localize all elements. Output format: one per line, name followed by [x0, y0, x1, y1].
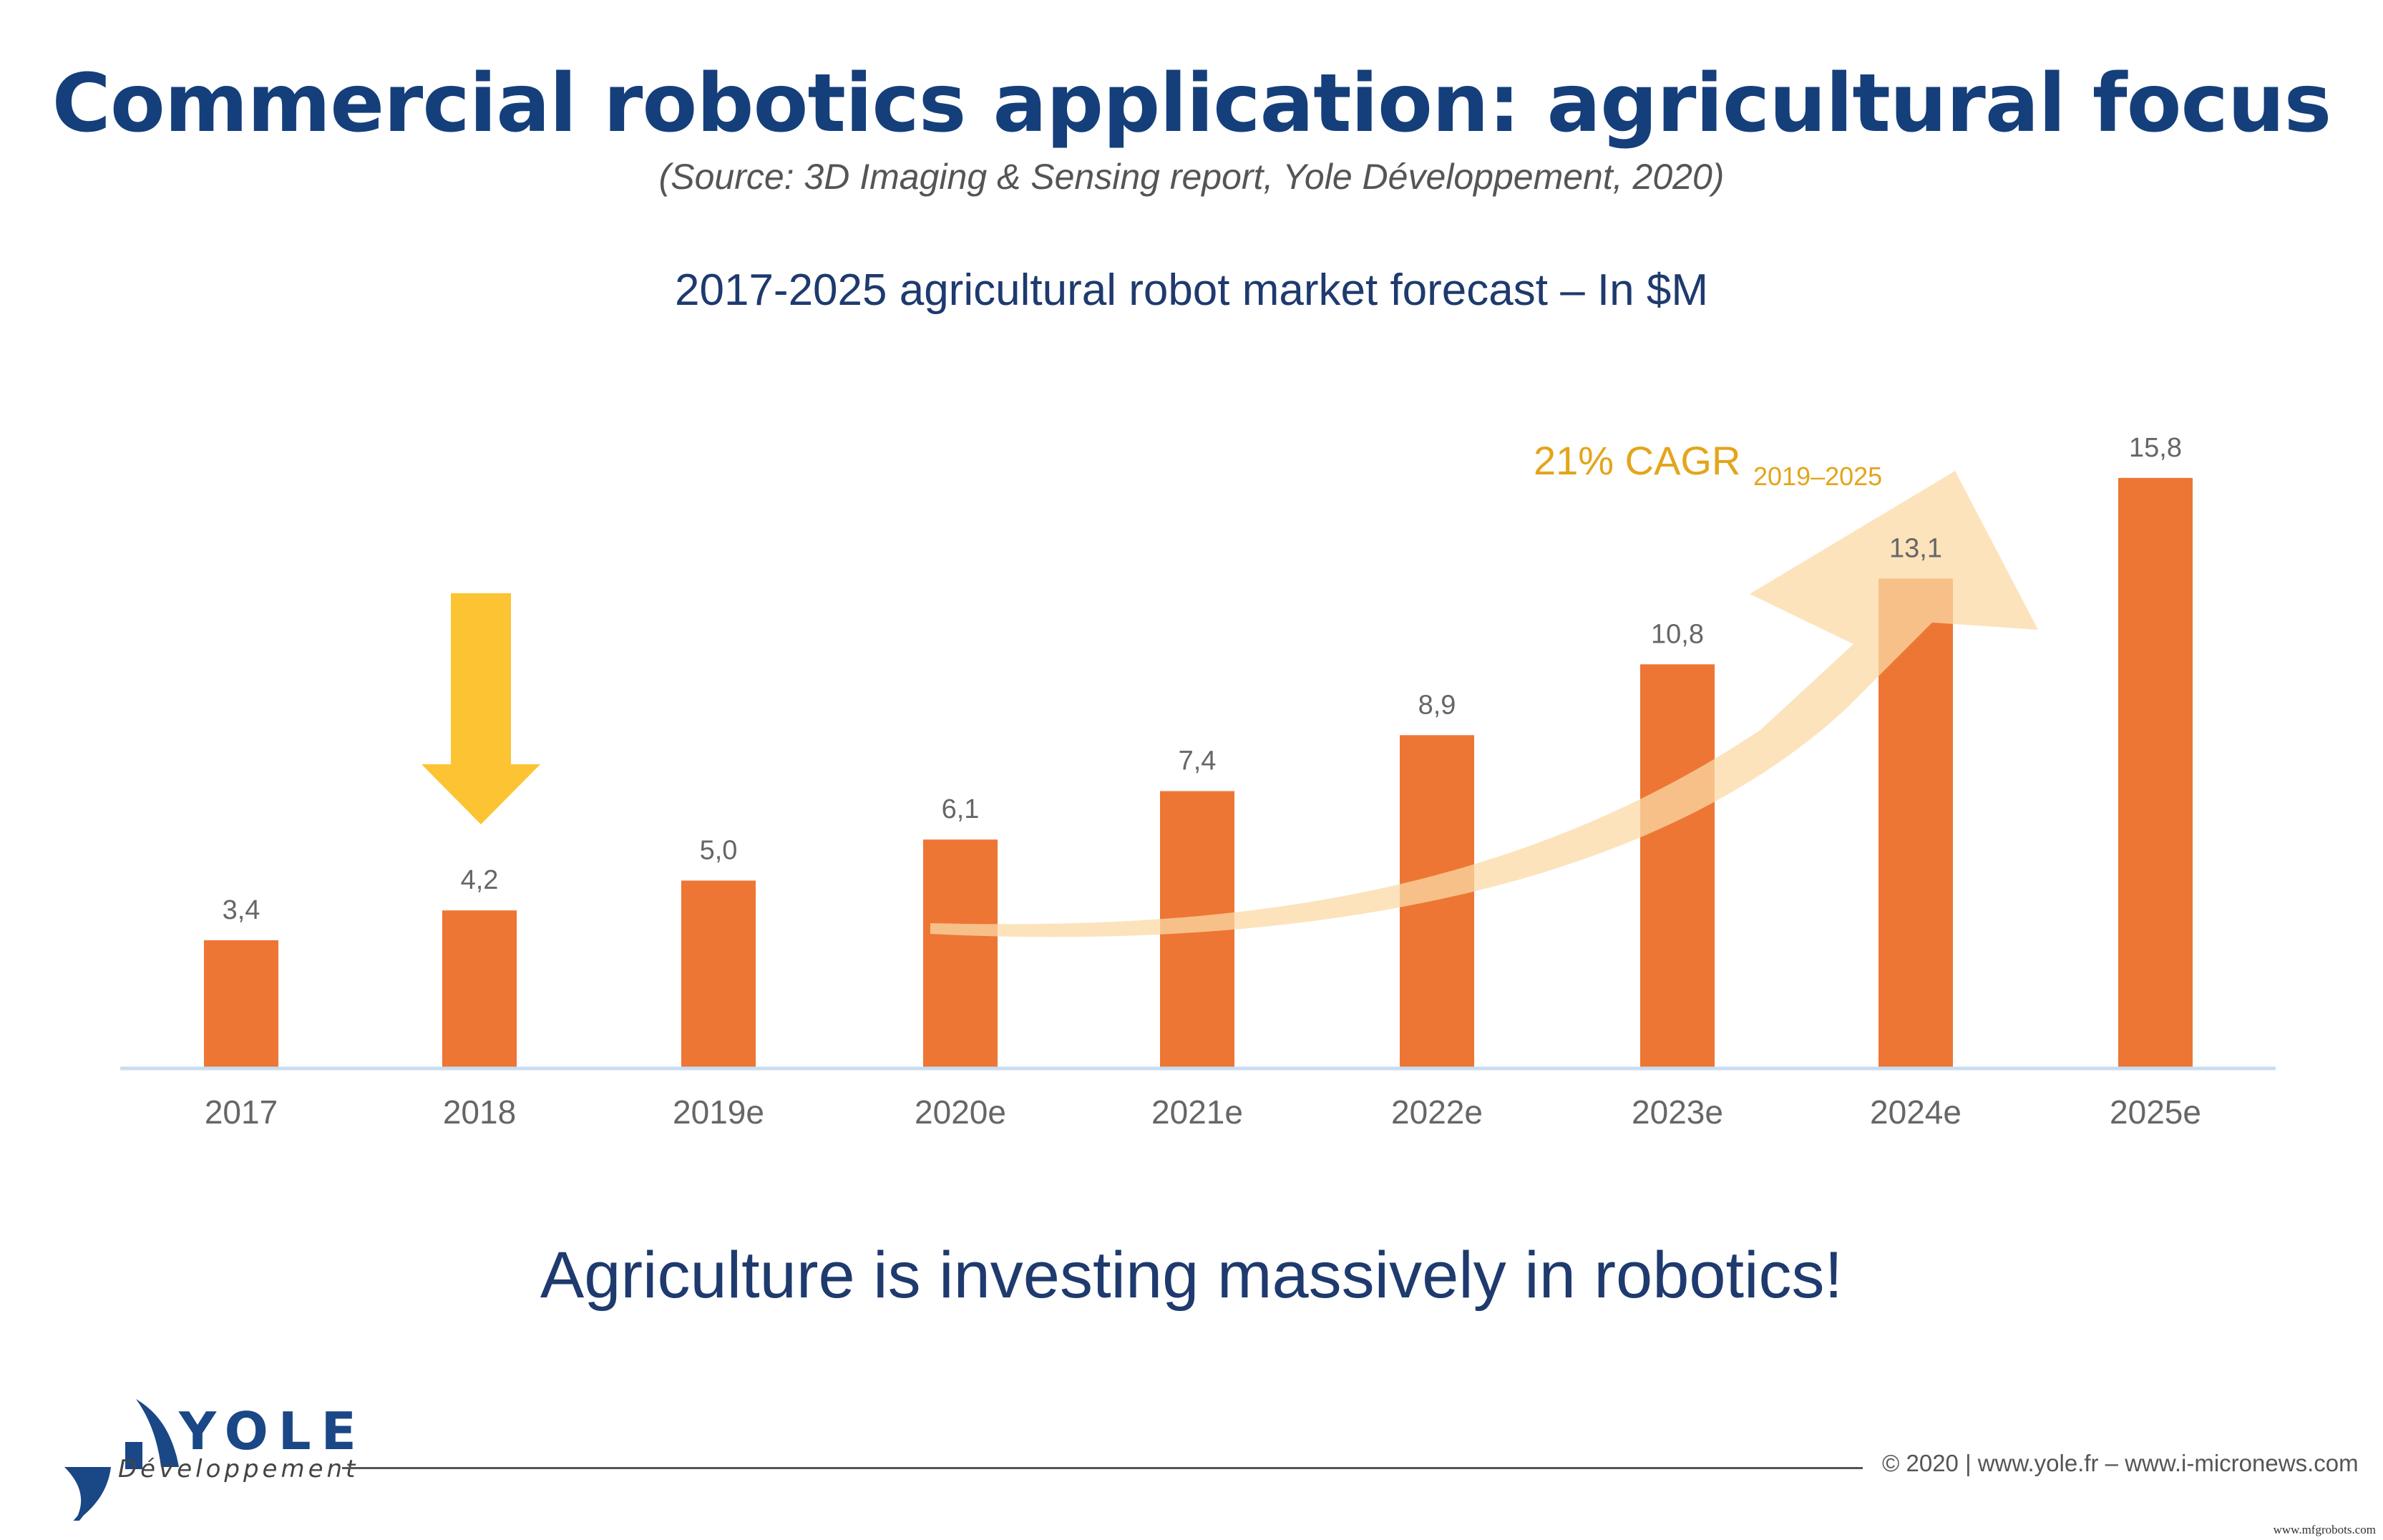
value-label: 4,2: [461, 865, 499, 895]
bar-2019e: [681, 880, 756, 1067]
x-axis-label: 2024e: [1870, 1093, 1962, 1131]
x-axis-label: 2018: [443, 1093, 516, 1131]
value-label: 5,0: [700, 836, 738, 866]
bar-2018: [442, 910, 517, 1067]
logo-subtitle: Développement: [118, 1455, 359, 1483]
down-arrow-icon: [421, 593, 540, 824]
page-title: Commercial robotics application: agricul…: [52, 57, 2332, 150]
cagr-label: 21% CAGR: [1534, 438, 1740, 483]
growth-arrow-icon: [930, 471, 2038, 937]
value-label: 10,8: [1651, 619, 1704, 649]
value-label: 15,8: [2129, 433, 2182, 463]
x-axis-label: 2017: [205, 1093, 278, 1131]
x-axis-label: 2022e: [1391, 1093, 1483, 1131]
tagline: Agriculture is investing massively in ro…: [540, 1239, 1843, 1312]
logo-wordmark: YOLE: [179, 1401, 366, 1461]
x-axis-label: 2020e: [915, 1093, 1006, 1131]
value-label: 13,1: [1889, 533, 1942, 563]
value-labels: 3,4 4,2 5,0 6,1 7,4 8,9 10,8 13,1 15,8: [223, 433, 2182, 925]
cagr-period: 2019–2025: [1753, 462, 1882, 491]
watermark: www.mfgrobots.com: [2273, 1523, 2376, 1536]
bar-2025e: [2118, 477, 2193, 1067]
value-label: 7,4: [1179, 746, 1217, 776]
value-label: 8,9: [1418, 690, 1456, 720]
chart-title: 2017-2025 agricultural robot market fore…: [675, 265, 1708, 315]
x-axis-label: 2021e: [1151, 1093, 1243, 1131]
yole-logo-icon: [64, 1399, 179, 1521]
value-label: 6,1: [942, 794, 980, 824]
value-label: 3,4: [223, 895, 260, 925]
copyright-text: © 2020 | www.yole.fr – www.i-micronews.c…: [1882, 1450, 2359, 1476]
x-axis-label: 2023e: [1632, 1093, 1723, 1131]
bar-2017: [204, 940, 278, 1067]
bar-2023e: [1640, 664, 1715, 1067]
bar-2020e: [923, 839, 998, 1067]
x-axis-labels: 2017 2018 2019e 2020e 2021e 2022e 2023e 2024e 20…: [205, 1093, 2201, 1131]
source-citation: (Source: 3D Imaging & Sensing report, Yo…: [658, 157, 1725, 197]
x-axis-label: 2019e: [673, 1093, 764, 1131]
footer-divider: [342, 1467, 1863, 1469]
x-axis-label: 2025e: [2110, 1093, 2201, 1131]
